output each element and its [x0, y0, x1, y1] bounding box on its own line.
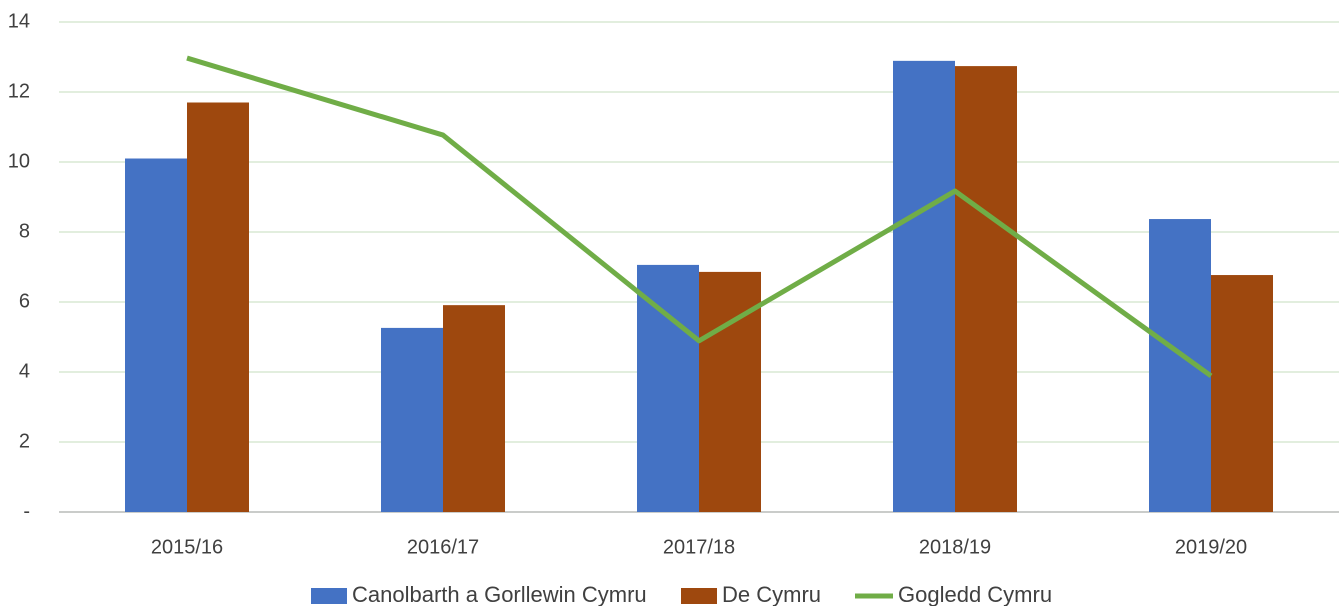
x-tick-label: 2018/19: [919, 536, 991, 558]
x-tick-label: 2017/18: [663, 536, 735, 558]
bar: [1211, 275, 1273, 512]
bar: [381, 327, 443, 512]
bar: [443, 305, 505, 512]
bar: [1149, 219, 1211, 513]
y-tick-label: 4: [19, 360, 30, 382]
legend-label: Gogledd Cymru: [898, 582, 1052, 606]
bar: [187, 102, 249, 512]
bar: [637, 264, 699, 512]
y-tick-label: 2: [19, 430, 30, 452]
y-tick-label: 6: [19, 290, 30, 312]
x-tick-label: 2019/20: [1175, 536, 1247, 558]
y-tick-label: 8: [19, 220, 30, 242]
bar: [893, 60, 955, 512]
x-tick-label: 2016/17: [407, 536, 479, 558]
legend-label: Canolbarth a Gorllewin Cymru: [352, 582, 647, 606]
y-tick-label: 12: [8, 80, 30, 102]
y-tick-label: -: [23, 500, 30, 522]
legend-label: De Cymru: [722, 582, 821, 606]
x-tick-label: 2015/16: [151, 536, 223, 558]
bar: [125, 158, 187, 512]
legend-swatch: [311, 588, 347, 604]
line: [186, 55, 1213, 378]
legend-swatch: [681, 588, 717, 604]
y-tick-label: 14: [8, 10, 30, 32]
bar: [955, 66, 1017, 512]
y-tick-label: 10: [8, 150, 30, 172]
